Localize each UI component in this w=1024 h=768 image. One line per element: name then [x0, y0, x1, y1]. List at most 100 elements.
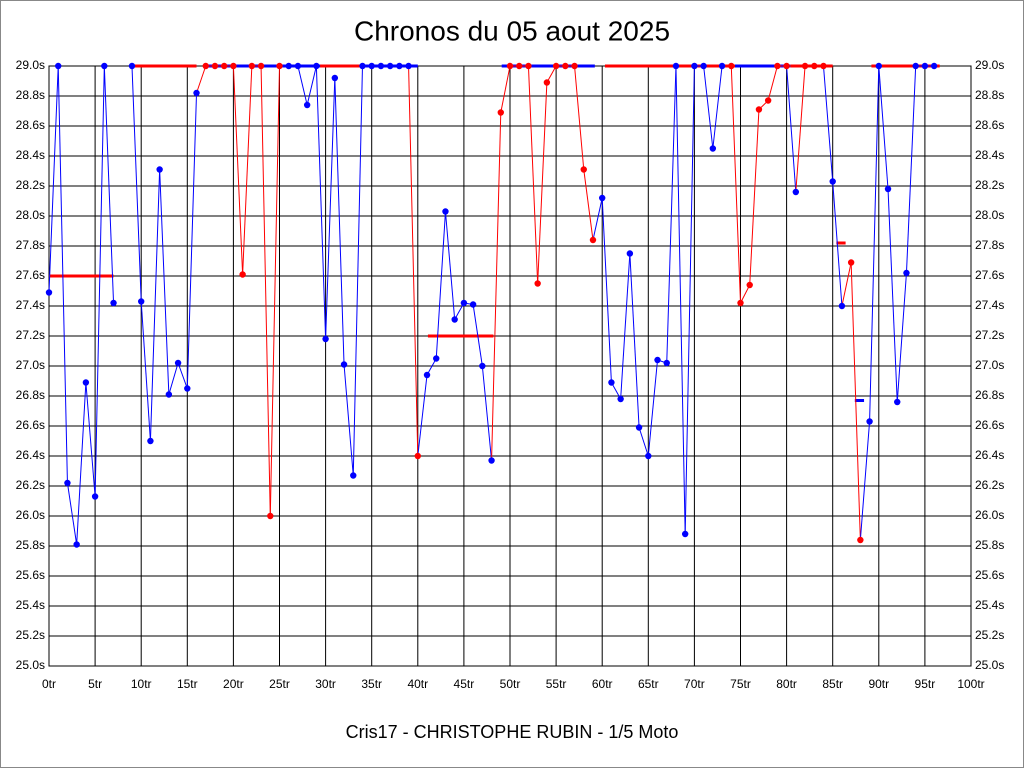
lap-point [866, 418, 873, 425]
lap-point [184, 385, 191, 392]
y-tick-label-right: 29.0s [975, 58, 1004, 72]
lap-point [303, 101, 311, 109]
lap-point [811, 62, 818, 70]
x-tick-label: 55tr [546, 677, 567, 691]
lap-point [350, 472, 357, 479]
lap-line [260, 65, 271, 517]
lap-point [645, 452, 652, 460]
lap-point [580, 166, 587, 173]
lap-point [838, 302, 846, 310]
lap-line [684, 65, 695, 535]
lap-point [138, 298, 145, 305]
lap-point [672, 62, 680, 70]
lap-line [675, 65, 686, 535]
lap-line [786, 65, 797, 193]
lap-point [128, 62, 136, 70]
lap-point [755, 106, 763, 113]
lap-point [764, 97, 772, 104]
lap-line [481, 365, 493, 461]
lap-point [829, 178, 836, 185]
y-tick-label-right: 26.6s [975, 418, 1004, 432]
lap-line [795, 65, 806, 193]
lap-line [325, 77, 336, 340]
y-tick-label-right: 26.0s [975, 508, 1004, 522]
lap-point [700, 62, 707, 70]
y-tick-label: 28.8s [16, 88, 45, 102]
lap-point [737, 299, 744, 307]
lap-point [525, 62, 532, 70]
lap-point [691, 62, 698, 70]
lap-point [681, 530, 689, 538]
y-tick-label-right: 26.4s [975, 448, 1004, 462]
x-tick-label: 65tr [638, 677, 659, 691]
lap-line [352, 65, 363, 476]
lap-point [45, 289, 53, 296]
lap-point [506, 62, 514, 70]
lap-line [444, 211, 456, 320]
x-tick-label: 90tr [868, 677, 889, 691]
lap-point [147, 437, 154, 445]
lap-line [527, 65, 539, 284]
lap-line [850, 262, 861, 541]
lap-line [269, 65, 280, 517]
y-tick-label-right: 28.2s [975, 178, 1004, 192]
y-tick-label: 25.4s [16, 598, 45, 612]
lap-line [749, 109, 760, 286]
y-tick-label-right: 28.4s [975, 148, 1004, 162]
lap-point [368, 62, 375, 70]
lap-point [903, 269, 910, 277]
lap-line [57, 65, 68, 484]
y-tick-label-right: 25.0s [975, 658, 1004, 672]
y-tick-label-right: 27.2s [975, 328, 1004, 342]
lap-point [617, 395, 624, 403]
y-tick-label: 25.8s [16, 538, 45, 552]
lap-point [82, 379, 90, 386]
chart-title: Chronos du 05 aout 2025 [354, 15, 670, 46]
lap-point [626, 250, 634, 257]
x-tick-label: 45tr [454, 677, 475, 691]
lap-line [832, 181, 843, 307]
lap-point [230, 62, 237, 70]
x-axis-label: Cris17 - CHRISTOPHE RUBIN - 1/5 Moto [346, 722, 679, 742]
y-tick-label: 27.8s [16, 238, 45, 252]
lap-point [267, 512, 274, 520]
lap-point [552, 62, 560, 70]
x-tick-label: 100tr [957, 677, 984, 691]
y-tick-label-right: 27.0s [975, 358, 1004, 372]
lap-line [601, 197, 612, 383]
lap-point [774, 62, 781, 70]
lap-point [820, 62, 827, 70]
lap-point [709, 145, 717, 152]
lap-point [423, 371, 431, 379]
lap-point [91, 493, 99, 500]
lap-point [322, 335, 329, 343]
y-tick-label: 26.8s [16, 388, 45, 402]
lap-point [728, 62, 735, 70]
lap-line [629, 253, 640, 428]
lap-line [168, 362, 179, 395]
y-tick-label-right: 28.8s [975, 88, 1004, 102]
x-tick-label: 50tr [500, 677, 521, 691]
lap-line [740, 284, 751, 304]
lap-line [638, 427, 649, 457]
lap-line [537, 82, 548, 284]
lap-point [211, 62, 219, 70]
lap-point [654, 356, 661, 364]
lap-point [543, 79, 551, 86]
y-tick-label: 25.0s [16, 658, 45, 672]
y-tick-label: 26.6s [16, 418, 45, 432]
x-tick-label: 75tr [730, 677, 751, 691]
lap-line [435, 211, 446, 359]
lap-point [202, 62, 209, 70]
lap-line [712, 65, 723, 149]
y-tick-label: 27.2s [16, 328, 45, 342]
lap-point [746, 281, 753, 289]
y-tick-label-right: 26.2s [975, 478, 1004, 492]
lap-line [472, 304, 483, 367]
lap-point [239, 271, 246, 278]
lap-line [94, 65, 105, 497]
lap-point [792, 188, 800, 196]
lap-point [635, 424, 643, 431]
lap-line [242, 65, 253, 275]
